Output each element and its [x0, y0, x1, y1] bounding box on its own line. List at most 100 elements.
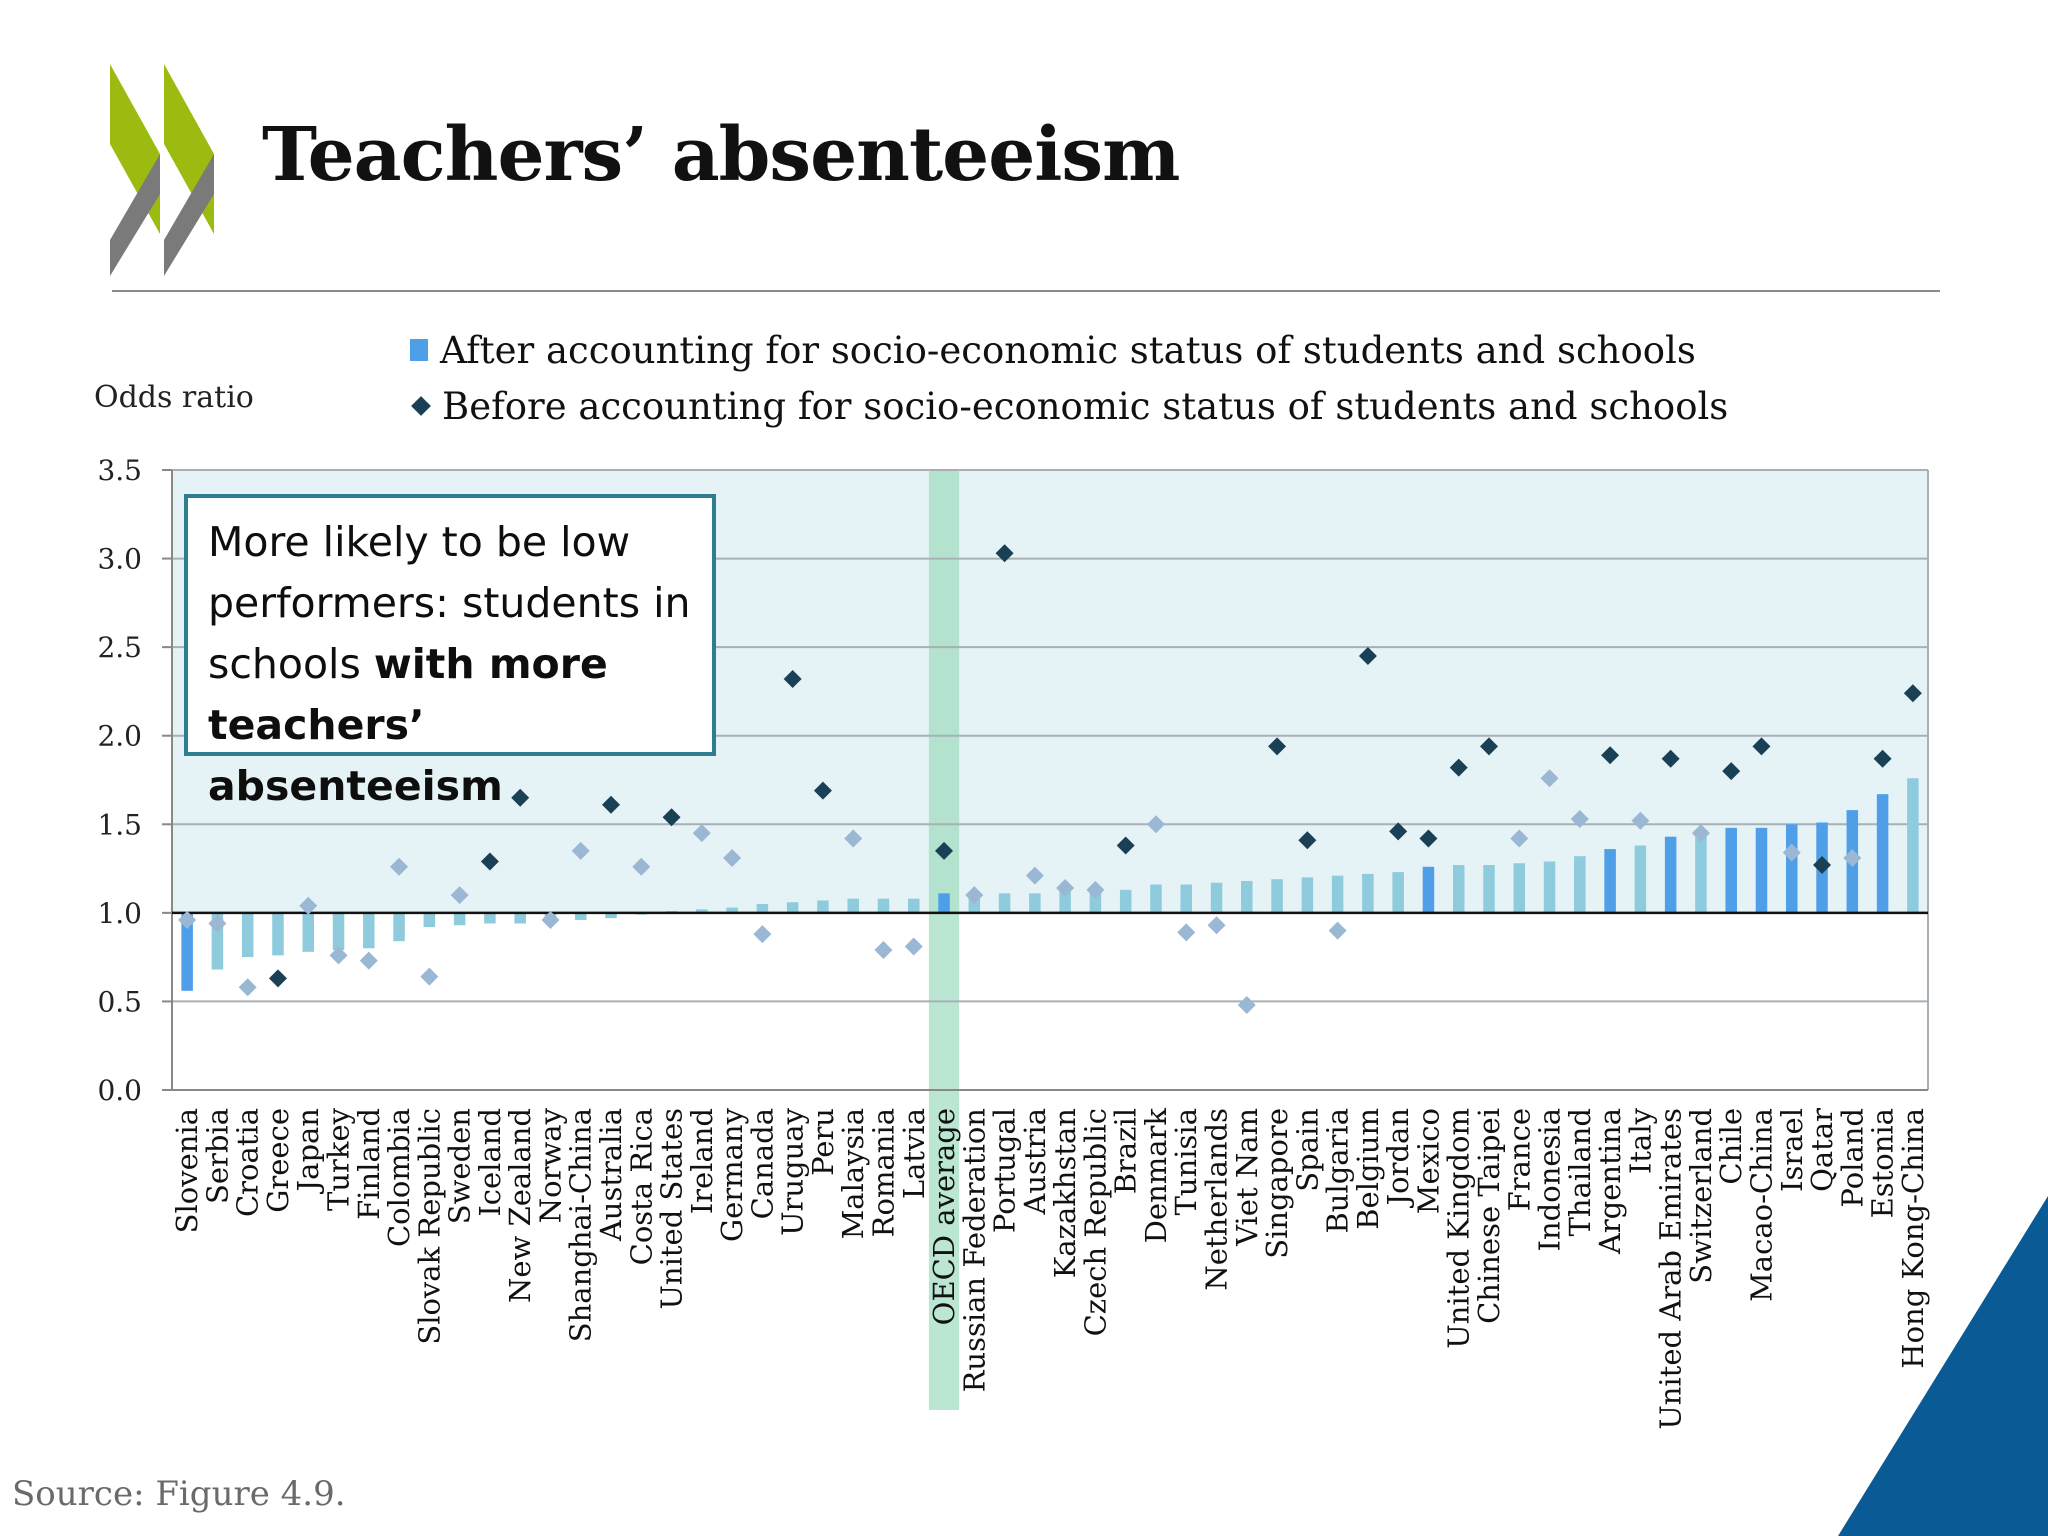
bar-after: [1029, 893, 1041, 913]
x-category-label: Greece: [261, 1108, 295, 1213]
diamond-before: [1207, 916, 1226, 935]
bar-after: [786, 902, 799, 913]
page-title: Teachers’ absenteeism: [262, 112, 1180, 198]
bar-after: [696, 909, 708, 913]
diamond-before: [1782, 843, 1801, 862]
x-category-label: United Kingdom: [1442, 1108, 1476, 1349]
chart-legend: After accounting for socio-economic stat…: [410, 322, 1728, 434]
diamond-before: [1328, 921, 1347, 940]
title-divider: [112, 290, 1940, 292]
bar-after: [1786, 824, 1798, 913]
x-category-label: Indonesia: [1533, 1108, 1567, 1251]
x-category-label: Jordan: [1381, 1108, 1415, 1208]
x-category-label: Shanghai-China: [564, 1108, 598, 1342]
x-category-label: Sweden: [443, 1108, 477, 1224]
diamond-before: [450, 886, 469, 905]
diamond-before: [268, 969, 287, 988]
legend-label-after: After accounting for socio-economic stat…: [440, 328, 1696, 372]
x-category-label: Czech Republic: [1078, 1108, 1112, 1336]
bar-after: [302, 912, 314, 952]
x-category-label: Italy: [1623, 1107, 1657, 1174]
x-category-label: Slovak Republic: [412, 1108, 446, 1345]
diamond-before: [1661, 749, 1680, 768]
diamond-before: [935, 841, 954, 860]
diamond-before: [1631, 811, 1650, 830]
x-category-label: Belgium: [1351, 1108, 1385, 1230]
diamond-before: [1086, 880, 1105, 899]
diamond-before: [238, 978, 257, 997]
bar-after: [484, 912, 496, 924]
diamond-before: [1419, 829, 1438, 848]
x-category-label: Brazil: [1109, 1108, 1143, 1194]
x-category-label: Netherlands: [1200, 1108, 1234, 1291]
bar-after: [1331, 875, 1344, 913]
diamond-before: [299, 896, 318, 915]
oecd-average-highlight: [928, 470, 960, 1410]
y-tick-label: 2.0: [97, 720, 142, 753]
bar-after: [1664, 836, 1677, 913]
diamond-before: [359, 951, 378, 970]
bar-after: [1180, 884, 1192, 913]
x-category-label: Austria: [1018, 1108, 1052, 1216]
y-tick-label: 0.0: [97, 1074, 142, 1107]
bar-after: [574, 912, 587, 920]
diamond-before: [1025, 866, 1044, 885]
diamond-before: [1601, 746, 1620, 765]
x-category-label: Slovenia: [170, 1108, 204, 1233]
bar-after: [908, 898, 920, 913]
x-category-label: Malaysia: [836, 1108, 870, 1239]
x-category-label: Singapore: [1260, 1108, 1294, 1259]
x-category-label: Switzerland: [1684, 1108, 1718, 1284]
x-category-label: Macao-China: [1744, 1108, 1778, 1302]
x-category-label: Portugal: [988, 1108, 1022, 1233]
bar-after: [877, 898, 890, 913]
diamond-before: [480, 852, 499, 871]
bar-after: [1089, 891, 1102, 913]
x-category-label: France: [1502, 1108, 1536, 1211]
bar-after: [332, 912, 345, 951]
bar-after: [756, 904, 769, 913]
diamond-before: [1570, 809, 1589, 828]
bar-after: [1150, 884, 1162, 913]
bar-after: [817, 900, 829, 913]
x-category-label: Ireland: [685, 1108, 719, 1214]
x-category-label: Tunisia: [1169, 1108, 1203, 1215]
bar-after: [1755, 827, 1768, 913]
bar-after: [1271, 879, 1283, 913]
x-category-label: Peru: [806, 1108, 840, 1176]
diamond-before: [1449, 758, 1468, 777]
diamond-before: [1752, 737, 1771, 756]
diamond-before: [1146, 815, 1165, 834]
diamond-before: [178, 910, 197, 929]
bar-after: [363, 912, 375, 949]
bar-after: [1543, 861, 1556, 913]
bar-after: [998, 893, 1011, 913]
x-category-label: Uruguay: [776, 1107, 810, 1236]
bar-after: [1876, 794, 1889, 913]
diamond-before: [602, 795, 620, 814]
diamond-before: [844, 829, 863, 848]
bar-after: [1634, 845, 1647, 913]
bar-after: [1422, 866, 1435, 913]
diamond-before: [1389, 822, 1408, 841]
bar-after: [1604, 849, 1616, 913]
x-category-label: Israel: [1775, 1108, 1809, 1192]
x-category-label: Hong Kong-China: [1896, 1108, 1930, 1369]
diamond-before: [1813, 856, 1832, 875]
diamond-before: [1056, 879, 1075, 898]
diamond-before: [1237, 995, 1256, 1014]
legend-item-after: After accounting for socio-economic stat…: [410, 322, 1728, 378]
x-category-label: Thailand: [1563, 1108, 1597, 1236]
bar-after: [1392, 872, 1404, 913]
x-category-label: Bulgaria: [1321, 1108, 1355, 1234]
y-axis-label: Odds ratio: [94, 380, 254, 415]
bar-after: [1210, 882, 1223, 913]
diamond-before: [1903, 684, 1922, 703]
x-category-label: Australia: [594, 1108, 628, 1242]
x-category-label: United Arab Emirates: [1654, 1108, 1688, 1430]
callout-text: More likely to be low performers: studen…: [208, 518, 691, 688]
x-category-label: Norway: [533, 1107, 567, 1223]
x-category-label: Russian Federation: [957, 1108, 991, 1392]
y-tick-label: 3.5: [97, 454, 142, 487]
